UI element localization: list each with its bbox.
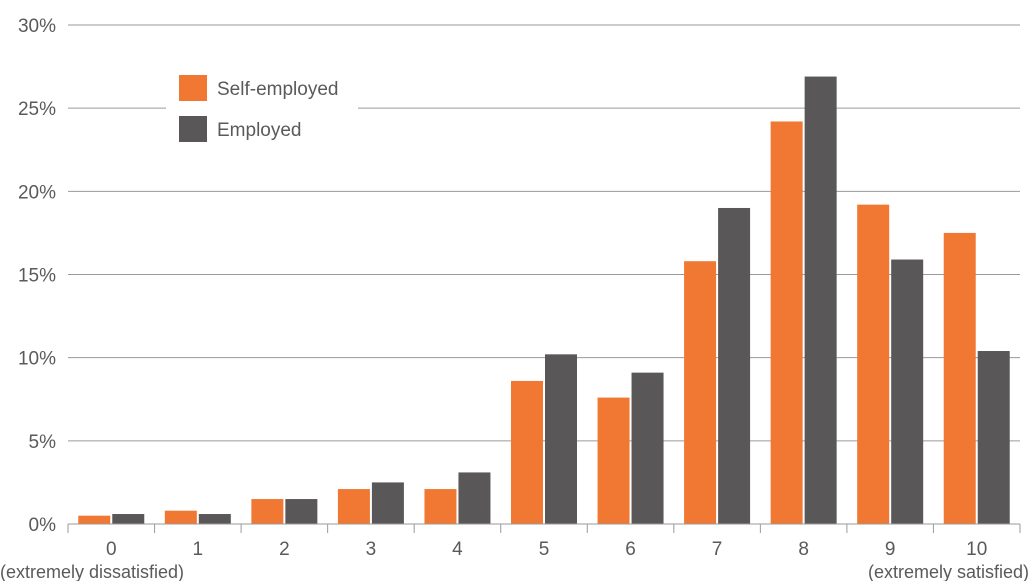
y-tick-labels: 0% 5% 10% 15% 20% 25% 30% bbox=[18, 16, 56, 536]
legend-label: Self-employed bbox=[217, 79, 338, 100]
legend-swatch bbox=[179, 116, 207, 142]
x-tick-label: 4 bbox=[452, 539, 463, 560]
bar-employed bbox=[285, 499, 318, 524]
bar-employed bbox=[891, 259, 924, 524]
x-tick-label: 6 bbox=[625, 539, 636, 560]
bar-employed bbox=[804, 76, 837, 525]
x-sublabel-first: (extremely dissatisfied) bbox=[0, 562, 184, 581]
bars bbox=[78, 76, 1010, 525]
y-tick-label: 0% bbox=[29, 515, 57, 536]
x-tick-label: 0 bbox=[106, 539, 117, 560]
x-tick-label: 9 bbox=[885, 539, 896, 560]
x-tick-label: 2 bbox=[279, 539, 290, 560]
y-tick-label: 30% bbox=[18, 16, 56, 37]
x-tick-label: 8 bbox=[798, 539, 809, 560]
bar-self-employed bbox=[78, 515, 111, 524]
bar-employed bbox=[631, 372, 664, 524]
y-tick-label: 10% bbox=[18, 349, 56, 370]
y-tick-label: 25% bbox=[18, 99, 56, 120]
bar-employed bbox=[112, 514, 145, 524]
bar-employed bbox=[718, 207, 751, 524]
y-tick-label: 15% bbox=[18, 266, 56, 287]
legend-label: Employed bbox=[217, 120, 302, 141]
x-tick-label: 10 bbox=[966, 539, 987, 560]
bar-employed bbox=[371, 482, 404, 524]
bar-employed bbox=[198, 514, 231, 524]
bar-self-employed bbox=[597, 397, 630, 524]
x-axis bbox=[67, 523, 1021, 533]
x-tick-label: 5 bbox=[539, 539, 550, 560]
bar-self-employed bbox=[164, 510, 197, 524]
y-tick-label: 5% bbox=[29, 432, 57, 453]
bar-self-employed bbox=[251, 499, 284, 524]
bar-self-employed bbox=[424, 489, 457, 524]
bar-employed bbox=[977, 351, 1010, 524]
bar-employed bbox=[458, 472, 491, 524]
x-tick-labels: 0 1 2 3 4 5 6 7 8 9 10 (extremely dissatisfied) (ext… bbox=[0, 539, 1029, 581]
x-tick-label: 1 bbox=[193, 539, 204, 560]
x-tick-label: 3 bbox=[366, 539, 377, 560]
legend-swatch bbox=[179, 75, 207, 101]
bar-employed bbox=[545, 354, 577, 524]
x-tick-label: 7 bbox=[712, 539, 723, 560]
x-sublabel-last: (extremely satisfied) bbox=[868, 562, 1029, 581]
y-tick-label: 20% bbox=[18, 182, 56, 203]
bar-self-employed bbox=[511, 380, 543, 524]
legend: Self-employed Employed bbox=[179, 75, 338, 142]
bar-self-employed bbox=[337, 489, 370, 524]
bar-self-employed bbox=[684, 261, 717, 524]
bar-self-employed bbox=[857, 204, 890, 524]
bar-self-employed bbox=[770, 121, 803, 525]
bar-self-employed bbox=[943, 232, 976, 524]
